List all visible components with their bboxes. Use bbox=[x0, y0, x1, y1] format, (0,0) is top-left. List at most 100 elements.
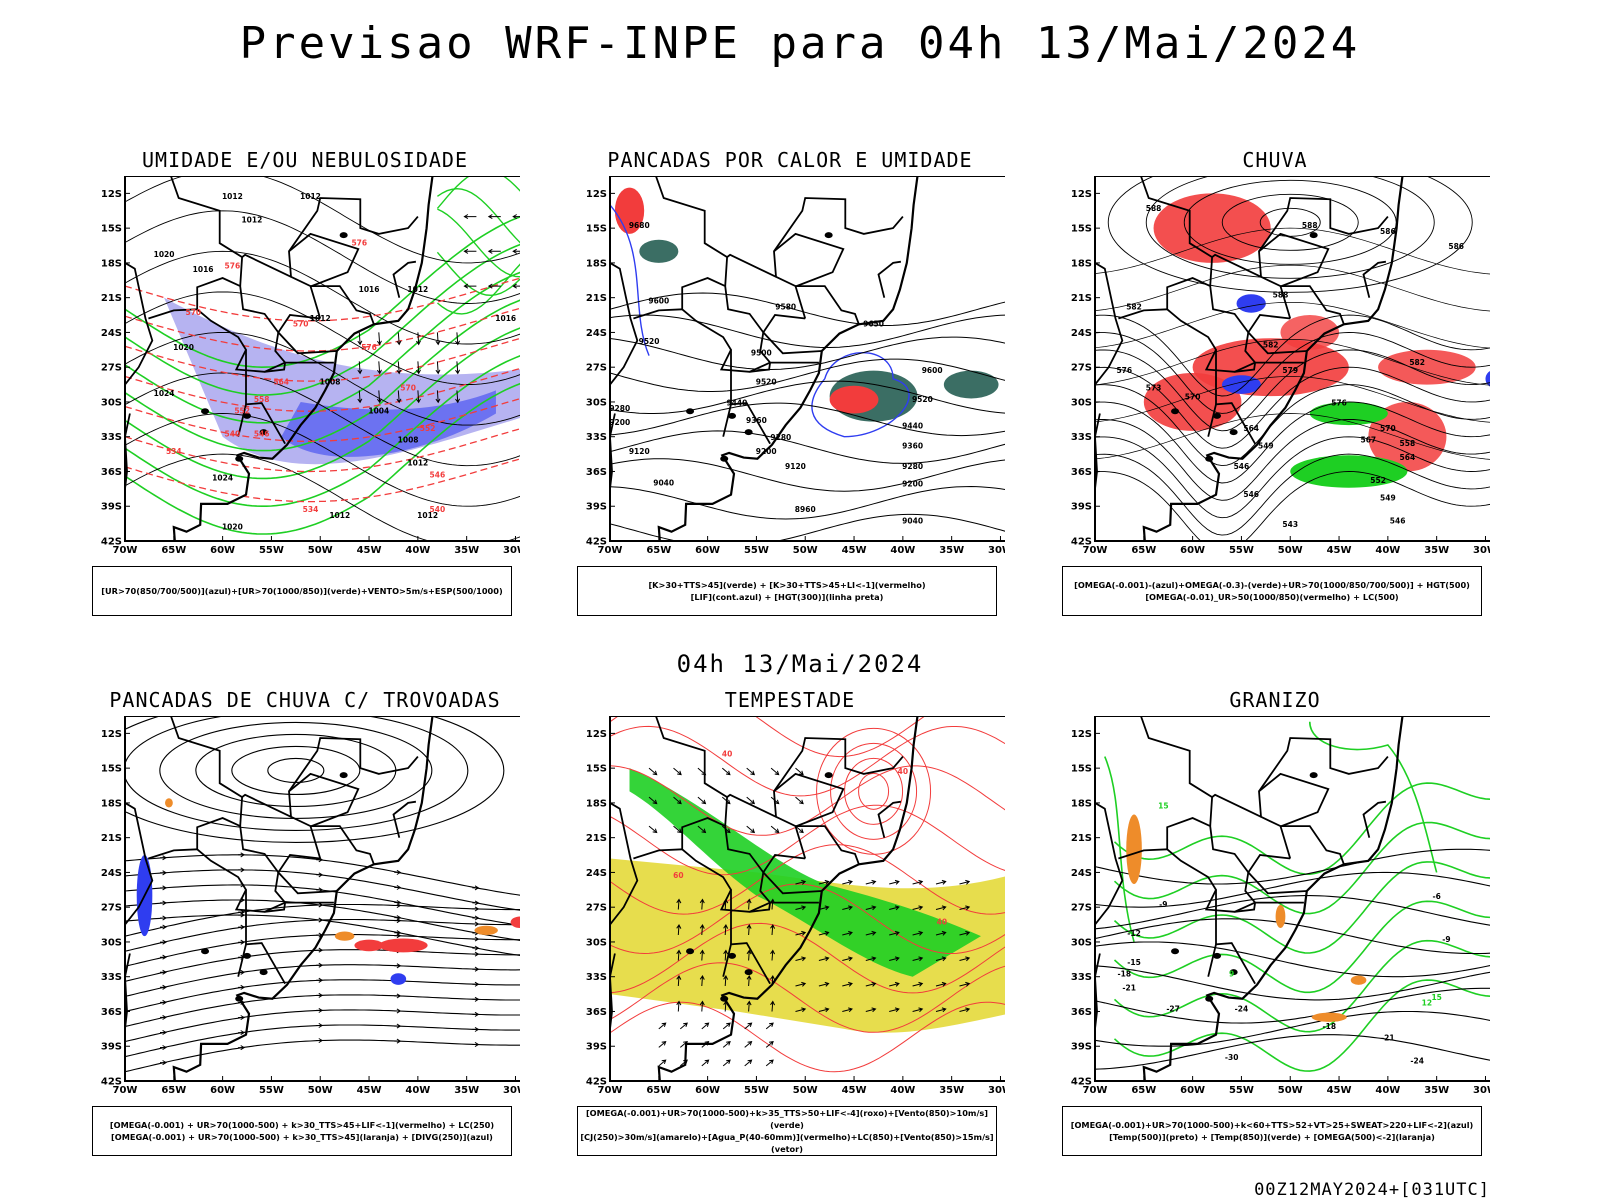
lat-tick-label: 39S bbox=[586, 1042, 607, 1053]
water-contour bbox=[844, 757, 904, 825]
panel-chuva: CHUVA 588 588 586 586 588 582 582 576 579 582 573 5… bbox=[1060, 148, 1490, 618]
wind-arrow bbox=[676, 949, 682, 961]
wind-arrow bbox=[648, 796, 658, 805]
contour-label: 567 bbox=[1361, 436, 1377, 445]
border-line bbox=[773, 232, 845, 287]
streamline-arrowhead bbox=[472, 1026, 480, 1032]
water-contour bbox=[610, 962, 1005, 1033]
border-line bbox=[1118, 848, 1168, 860]
legend-line: [UR>70(850/700/500)](azul)+[UR>70(1000/8… bbox=[101, 586, 503, 596]
lat-tick-label: 12S bbox=[101, 189, 122, 200]
lon-tick-label: 60W bbox=[695, 1085, 720, 1096]
isobar bbox=[125, 453, 520, 541]
rain-shower-area bbox=[334, 931, 355, 941]
contour-label: 9200 bbox=[902, 480, 923, 489]
wind-arrow bbox=[376, 390, 382, 404]
wind-arrow bbox=[959, 1007, 971, 1013]
border-line bbox=[1258, 232, 1330, 287]
green-contour bbox=[125, 299, 520, 452]
streamline-arrowhead bbox=[394, 884, 402, 890]
border-line bbox=[762, 854, 822, 895]
wind-arrow bbox=[842, 879, 853, 885]
lon-tick-label: 60W bbox=[210, 1085, 235, 1096]
contour-label: 1024 bbox=[212, 474, 233, 483]
lat-axis: 12S 15S 18S 21S 24S 27S 30S 33S 36S 39S 42S bbox=[586, 189, 615, 548]
streamline-arrowhead bbox=[160, 1060, 167, 1066]
lat-tick-label: 21S bbox=[586, 293, 607, 304]
lat-tick-label: 33S bbox=[101, 432, 122, 443]
wind-arrow bbox=[935, 981, 947, 987]
contour-label: 588 bbox=[1273, 291, 1289, 300]
lat-tick-label: 36S bbox=[586, 1007, 607, 1018]
lake-marker bbox=[744, 429, 753, 436]
border-line bbox=[1118, 308, 1168, 320]
streamline bbox=[1095, 227, 1490, 275]
border-line bbox=[241, 253, 292, 278]
wind-arrow bbox=[746, 1000, 752, 1012]
wind-arrow bbox=[415, 361, 421, 375]
contour-labels: -6-9-9-12-15-18-21-24-27-18-21-24-301512… bbox=[1118, 802, 1451, 1066]
low-level-humidity-contours bbox=[125, 176, 520, 535]
lon-tick-label: 40W bbox=[405, 545, 430, 556]
border-line bbox=[170, 716, 244, 827]
border-line bbox=[1280, 825, 1345, 865]
contour-label: 573 bbox=[1146, 383, 1162, 392]
map-content bbox=[125, 716, 520, 1081]
height-contour bbox=[1095, 401, 1490, 484]
contour-label: 552 bbox=[1370, 476, 1386, 485]
wind-arrow bbox=[415, 332, 421, 346]
streamline bbox=[125, 854, 520, 896]
border-line bbox=[277, 854, 337, 895]
lat-tick-label: 33S bbox=[586, 972, 607, 983]
lat-tick-label: 39S bbox=[1071, 1042, 1092, 1053]
streamline-arrowhead bbox=[160, 999, 167, 1005]
lon-axis: 70W 65W 60W 55W 50W 45W 40W 35W 30W bbox=[113, 536, 520, 556]
contour-label: 8960 bbox=[795, 505, 816, 514]
streamline-arrowhead bbox=[394, 918, 402, 924]
lon-tick-label: 60W bbox=[1180, 545, 1205, 556]
border-line bbox=[310, 285, 375, 325]
wind-arrow bbox=[512, 283, 520, 289]
omega500-area bbox=[1350, 975, 1367, 985]
contour-label: 549 bbox=[1258, 441, 1274, 450]
lat-tick-label: 24S bbox=[101, 328, 122, 339]
contour-label: 570 bbox=[293, 320, 309, 329]
lon-tick-label: 50W bbox=[1278, 1085, 1303, 1096]
lat-tick-label: 21S bbox=[101, 293, 122, 304]
border-line bbox=[1095, 802, 1124, 926]
water-contour bbox=[858, 772, 890, 810]
border-line bbox=[148, 308, 198, 320]
thunderstorm-area bbox=[354, 939, 384, 952]
contour-label: 9040 bbox=[902, 517, 923, 526]
wind-arrow bbox=[959, 956, 971, 962]
streamline-arrowhead bbox=[316, 1038, 324, 1044]
lon-tick-label: 60W bbox=[210, 545, 235, 556]
lat-tick-label: 21S bbox=[1071, 833, 1092, 844]
wind-arrow bbox=[746, 796, 756, 805]
contour-label: 546 bbox=[430, 470, 446, 479]
contour-label: 9520 bbox=[639, 337, 660, 346]
uplift-humid-area bbox=[1153, 193, 1271, 263]
streamline-arrowhead bbox=[160, 870, 167, 876]
streamline-arrowhead bbox=[316, 1007, 324, 1013]
wind-arrow bbox=[865, 879, 877, 885]
lon-axis: 70W 65W 60W 55W 50W 45W 40W 35W 30W bbox=[598, 1076, 1005, 1096]
border-line bbox=[681, 817, 771, 913]
height-contour bbox=[610, 485, 1005, 520]
contour-label: 570 bbox=[1185, 393, 1201, 402]
contour-label: 9500 bbox=[751, 349, 772, 358]
instability-areas bbox=[614, 187, 999, 422]
map-frame bbox=[124, 176, 520, 542]
lon-tick-label: 70W bbox=[1083, 1085, 1108, 1096]
streamline bbox=[1095, 376, 1490, 423]
height-contour bbox=[1095, 418, 1490, 501]
contour-label: 9200 bbox=[756, 447, 777, 456]
wind-arrow bbox=[889, 879, 900, 885]
wind-arrow bbox=[912, 956, 924, 962]
wind-arrow bbox=[723, 949, 729, 961]
contour-label: 9280 bbox=[902, 462, 923, 471]
wind-arrow bbox=[795, 956, 807, 962]
contour-label: -15 bbox=[1127, 958, 1141, 967]
border-line bbox=[1234, 902, 1256, 913]
